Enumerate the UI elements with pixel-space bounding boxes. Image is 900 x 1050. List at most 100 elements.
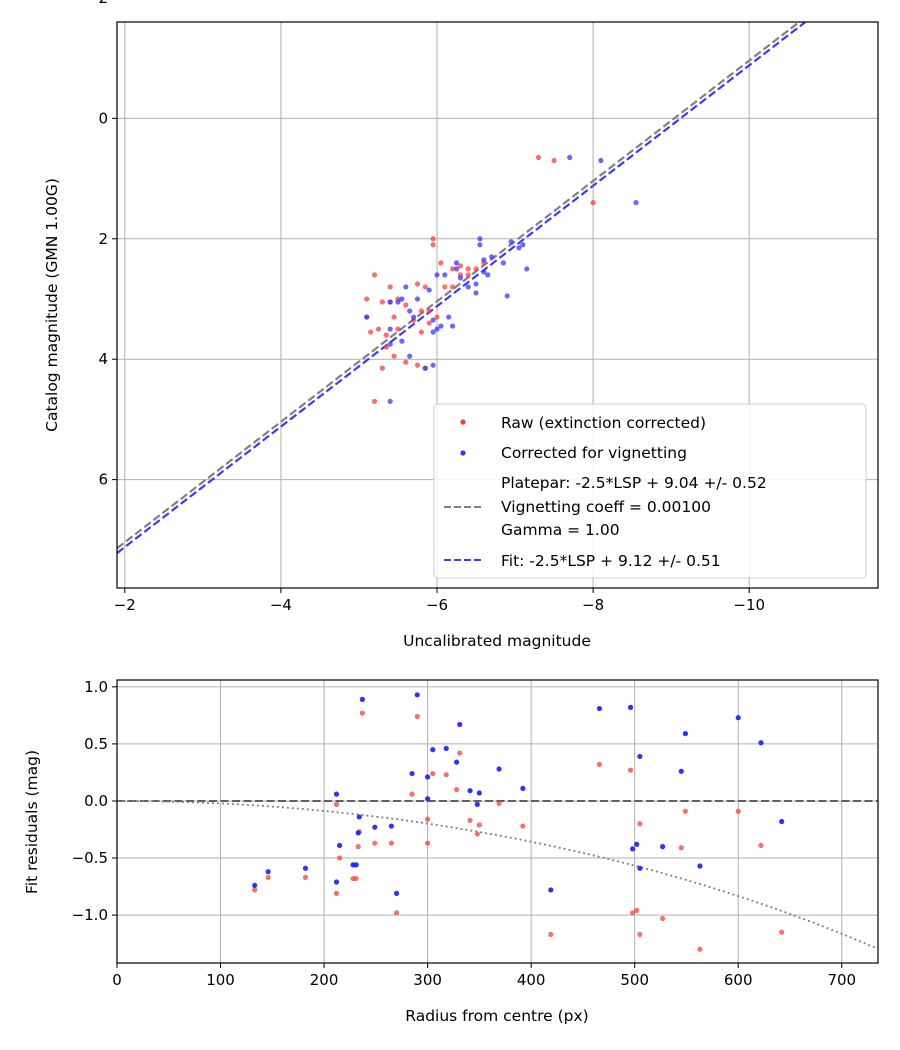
raw-point	[430, 242, 436, 248]
top-legend: Raw (extinction corrected) Corrected for…	[433, 403, 867, 579]
corrected-residual-point	[425, 796, 431, 802]
raw-point	[403, 302, 409, 308]
corrected-residual-point	[454, 759, 460, 765]
raw-point	[391, 314, 397, 320]
raw-residual-point	[443, 772, 449, 778]
legend-marker-corrected	[460, 450, 466, 456]
raw-residual-point	[454, 786, 460, 793]
x-tick-label: −6	[426, 596, 448, 614]
y-tick-label: 6	[98, 471, 108, 489]
corrected-residual-point	[476, 790, 482, 796]
bottom-plot-frame	[116, 679, 879, 964]
corrected-point	[422, 365, 428, 371]
raw-point	[403, 359, 409, 365]
raw-point	[418, 329, 424, 335]
raw-point	[465, 266, 471, 272]
raw-residual-point	[779, 929, 785, 935]
y-tick-label: 0	[98, 109, 108, 127]
raw-point	[473, 266, 479, 272]
raw-residual-point	[678, 845, 684, 851]
corrected-point	[453, 266, 460, 272]
top-fit-lines	[116, 21, 807, 554]
x-tick-label: 200	[310, 971, 339, 989]
corrected-residual-point	[409, 770, 415, 777]
corrected-residual-point	[414, 692, 420, 698]
x-tick-label: −2	[114, 596, 136, 614]
raw-point	[383, 344, 389, 350]
raw-point	[426, 308, 432, 314]
raw-residual-point	[735, 808, 741, 814]
raw-residual-point	[355, 844, 361, 850]
raw-point	[430, 236, 436, 242]
corrected-point	[442, 272, 448, 278]
corrected-residual-point	[735, 715, 741, 721]
corrected-point	[481, 269, 487, 275]
top-scatter-points	[364, 154, 639, 404]
corrected-point	[387, 299, 393, 305]
top-x-axis-label: Uncalibrated magnitude	[403, 632, 591, 650]
corrected-residual-point	[779, 818, 785, 825]
raw-point	[395, 326, 401, 332]
line-platepar	[116, 21, 800, 550]
corrected-point	[453, 260, 460, 266]
corrected-point	[387, 341, 393, 347]
corrected-residual-point	[252, 882, 258, 889]
corrected-point	[457, 275, 464, 281]
corrected-point	[465, 284, 471, 290]
y-tick-label: −1.0	[72, 906, 108, 924]
corrected-residual-point	[355, 830, 361, 836]
corrected-point	[524, 266, 530, 272]
corrected-point	[633, 200, 639, 206]
corrected-point	[504, 293, 510, 299]
corrected-residual-point	[359, 696, 365, 702]
raw-point	[450, 284, 456, 290]
corrected-residual-point	[333, 791, 340, 797]
corrected-point	[477, 236, 483, 242]
x-tick-label: −4	[270, 596, 292, 614]
raw-residual-point	[252, 887, 258, 893]
corrected-residual-point	[337, 842, 343, 849]
raw-residual-point	[637, 821, 643, 827]
bottom-residual-plot: 0 100 200 300 400 500 600 700−1.0−0.50.00.51.0 …	[23, 678, 879, 1025]
corrected-residual-point	[548, 887, 554, 893]
raw-point	[422, 284, 428, 290]
bottom-reference-lines	[117, 799, 879, 950]
x-tick-label: 600	[724, 971, 753, 989]
raw-point	[590, 200, 596, 206]
corrected-point	[438, 323, 444, 329]
raw-point	[383, 332, 389, 338]
corrected-point	[387, 326, 393, 332]
corrected-point	[434, 272, 440, 278]
raw-residual-point	[627, 767, 634, 773]
x-tick-label: 400	[517, 971, 546, 989]
raw-residual-point	[353, 875, 359, 882]
raw-residual-point	[372, 840, 378, 846]
raw-residual-point	[337, 855, 343, 861]
corrected-point	[434, 326, 440, 332]
x-tick-label: −8	[582, 596, 604, 614]
raw-residual-point	[333, 801, 340, 807]
x-tick-label: 700	[827, 971, 856, 989]
raw-residual-point	[520, 823, 526, 829]
bottom-x-axis-label: Radius from centre (px)	[405, 1007, 588, 1025]
raw-residual-point	[660, 915, 666, 922]
corrected-point	[430, 329, 436, 335]
raw-residual-point	[414, 713, 420, 720]
raw-point	[465, 272, 471, 278]
corrected-residual-point	[356, 814, 362, 820]
raw-point	[457, 263, 464, 269]
raw-point	[438, 260, 444, 266]
raw-point	[551, 157, 557, 164]
corrected-point	[520, 242, 526, 248]
raw-residual-point	[496, 800, 502, 806]
corrected-point	[407, 353, 413, 359]
legend-label-platepar-3: Gamma = 1.00	[501, 521, 620, 539]
raw-residual-point	[634, 907, 640, 914]
legend-marker-raw	[460, 419, 466, 425]
corrected-point	[430, 362, 436, 368]
raw-residual-point	[409, 791, 415, 797]
corrected-point	[473, 290, 479, 296]
raw-point	[414, 281, 421, 287]
raw-point	[391, 353, 397, 359]
raw-residual-point	[388, 840, 394, 846]
